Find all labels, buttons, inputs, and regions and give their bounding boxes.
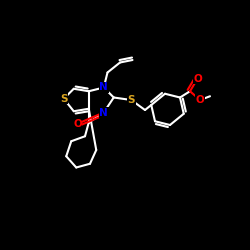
Text: S: S	[60, 94, 68, 104]
Text: N: N	[100, 82, 108, 92]
Text: N: N	[100, 108, 108, 118]
Text: S: S	[128, 95, 135, 105]
Text: O: O	[73, 119, 82, 129]
Text: O: O	[193, 74, 202, 84]
Text: O: O	[196, 95, 204, 105]
